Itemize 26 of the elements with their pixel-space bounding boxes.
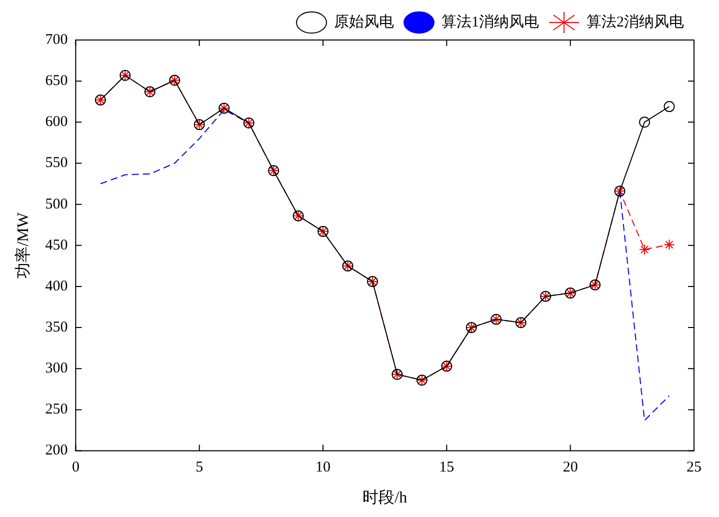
y-tick-label: 550 [45, 155, 68, 172]
legend-label: 原始风电 [334, 13, 394, 30]
point [639, 244, 650, 256]
y-tick-label: 200 [45, 442, 68, 459]
y-tick-label: 350 [45, 319, 68, 336]
x-tick-label: 20 [562, 460, 578, 476]
x-tick-label: 25 [686, 460, 702, 476]
point [664, 101, 675, 112]
x-tick-label: 5 [196, 460, 204, 476]
y-tick-label: 300 [45, 360, 68, 377]
point [664, 239, 675, 250]
y-tick-label: 650 [45, 73, 68, 90]
y-tick-label: 500 [45, 196, 68, 212]
legend-label: 算法2消纳风电 [586, 13, 684, 30]
point [639, 116, 650, 128]
x-axis-title: 时段/h [362, 488, 408, 507]
y-tick-label: 700 [45, 32, 68, 48]
y-axis-title: 功率/MW [14, 212, 32, 278]
legend-label: 算法1消纳风电 [442, 13, 539, 30]
y-tick-label: 250 [45, 402, 68, 418]
y-tick-label: 400 [45, 278, 68, 294]
y-tick-label: 450 [45, 237, 68, 254]
x-tick-label: 0 [72, 460, 80, 476]
x-tick-label: 10 [316, 460, 331, 476]
x-tick-label: 15 [439, 460, 454, 476]
y-tick-label: 600 [45, 114, 68, 130]
